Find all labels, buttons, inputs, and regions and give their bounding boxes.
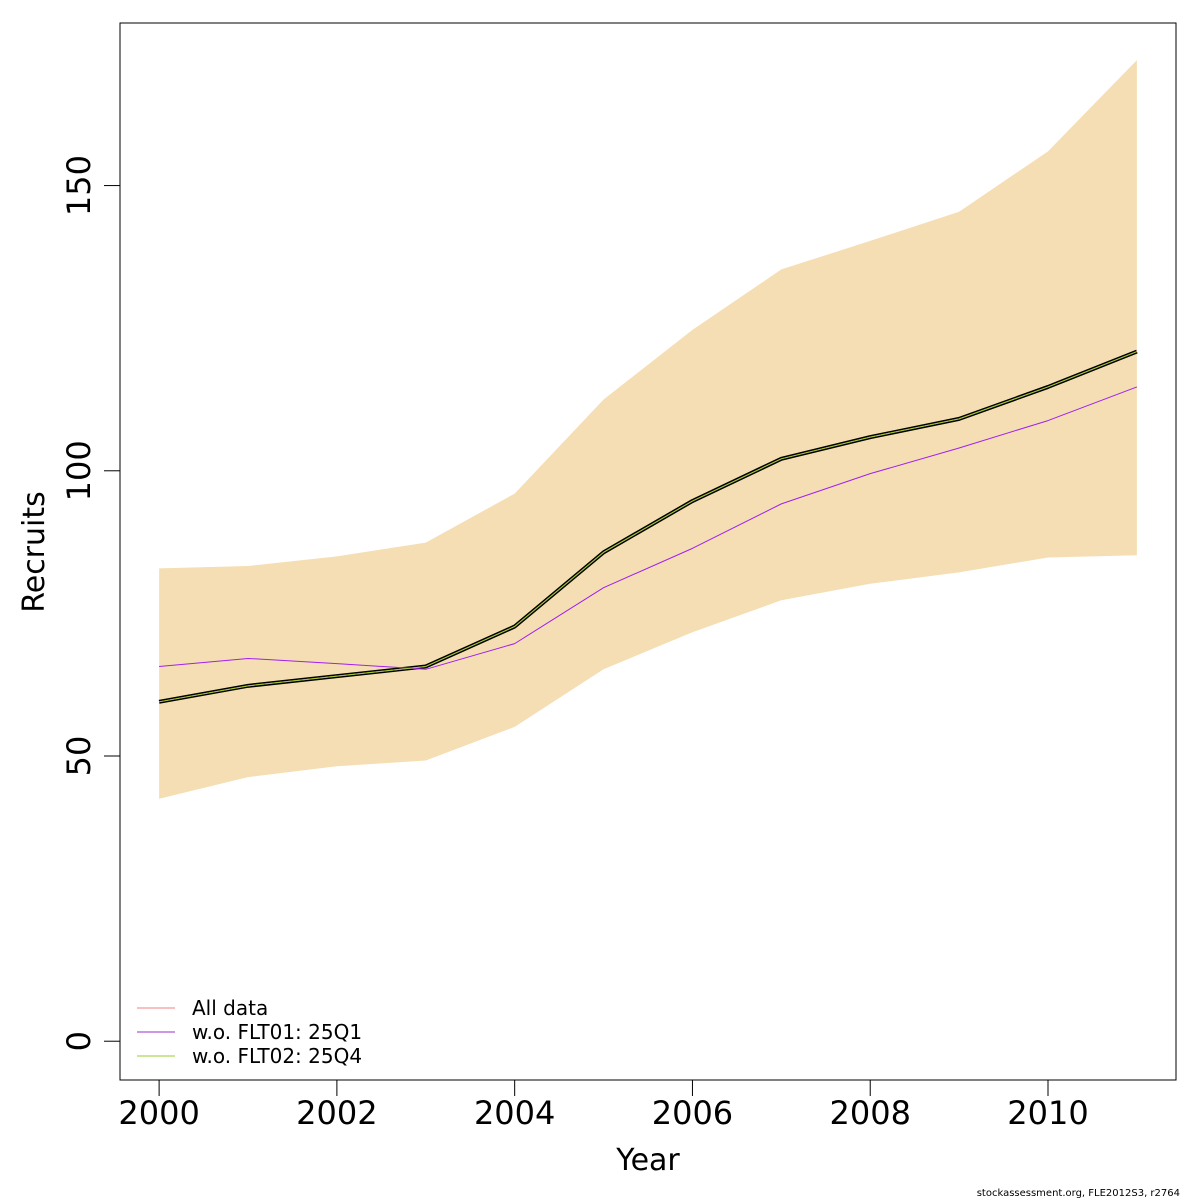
- y-axis-title: Recruits: [17, 491, 52, 613]
- y-axis: 0 50 100 150: [60, 155, 121, 1051]
- confidence-band: [159, 60, 1137, 799]
- x-tick-label: 2010: [1007, 1094, 1088, 1132]
- footer-credit: stockassessment.org, FLE2012S3, r2764: [977, 1188, 1180, 1199]
- x-tick-label: 2004: [474, 1094, 555, 1132]
- y-tick-label: 0: [60, 1031, 98, 1051]
- legend-label: w.o. FLT02: 25Q4: [192, 1044, 362, 1068]
- x-axis-title: Year: [615, 1143, 680, 1178]
- legend-label: w.o. FLT01: 25Q1: [192, 1020, 362, 1044]
- legend-label: All data: [192, 996, 268, 1020]
- y-tick-label: 100: [60, 440, 98, 501]
- y-tick-label: 50: [60, 736, 98, 777]
- x-tick-label: 2006: [652, 1094, 733, 1132]
- confidence-band-layer: [159, 60, 1137, 799]
- y-tick-label: 150: [60, 155, 98, 216]
- x-tick-label: 2008: [830, 1094, 911, 1132]
- x-tick-label: 2002: [296, 1094, 377, 1132]
- series-layer: [158, 349, 1138, 704]
- x-axis: 2000 2002 2004 2006 2008 2010: [118, 1079, 1089, 1132]
- series-line-3: [159, 351, 1138, 703]
- series-line-2: [159, 386, 1138, 670]
- x-tick-label: 2000: [118, 1094, 199, 1132]
